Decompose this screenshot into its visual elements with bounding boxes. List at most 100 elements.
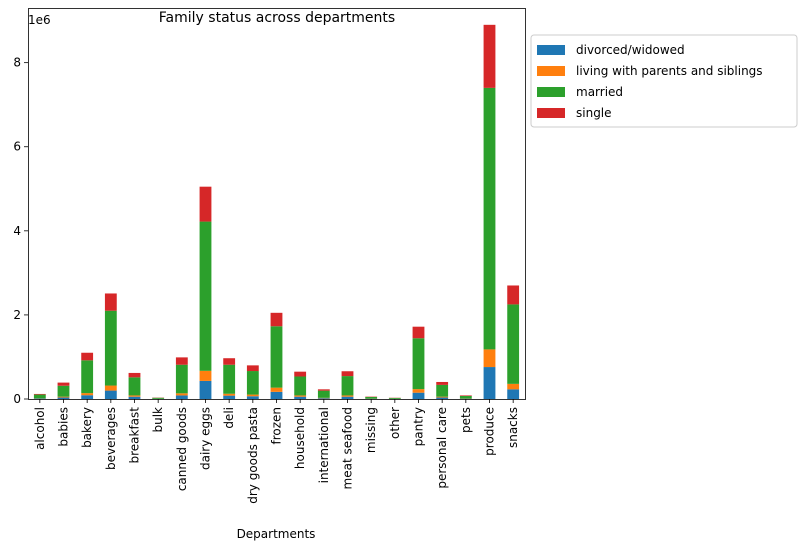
bar-segment-alcohol-2 [33, 394, 46, 399]
bar-segment-canned-goods-0 [175, 395, 188, 399]
bar-segment-frozen-0 [270, 391, 283, 399]
bar-segment-snacks-0 [507, 389, 520, 399]
bar-segment-deli-3 [223, 358, 236, 365]
bar-segment-dry-goods-pasta-1 [246, 394, 259, 397]
bar-segment-personal-care-2 [436, 384, 449, 397]
legend-label: living with parents and siblings [576, 64, 763, 78]
y-tick-label: 2 [13, 308, 21, 322]
x-tick-label: dairy eggs [199, 407, 213, 470]
legend-label: divorced/widowed [576, 43, 685, 57]
bar-segment-meat-seafood-2 [341, 376, 354, 396]
bar-segment-beverages-2 [104, 310, 117, 386]
legend-swatch [537, 45, 565, 55]
bar-segment-pantry-1 [412, 389, 425, 393]
bar-segment-dry-goods-pasta-3 [246, 365, 259, 372]
bar-segment-bakery-1 [81, 393, 94, 396]
y-axis: 0 2 4 6 8 [13, 56, 28, 406]
x-axis: alcohol babies bakery beverages breakfast bul… [33, 399, 520, 504]
y-tick-label: 0 [13, 392, 21, 406]
bar-segment-dry-goods-pasta-2 [246, 371, 259, 395]
bar-segment-beverages-0 [104, 390, 117, 399]
bar-segment-dairy-eggs-2 [199, 221, 212, 371]
bar-segment-beverages-1 [104, 385, 117, 391]
x-axis-label: Departments [237, 527, 316, 541]
bar-segment-pets-2 [459, 396, 472, 399]
legend-box [530, 34, 798, 128]
bar-segment-personal-care-0 [436, 397, 449, 399]
bar-segment-pantry-0 [412, 392, 425, 399]
x-tick-label: pets [459, 407, 473, 433]
bar-segment-snacks-3 [507, 285, 520, 305]
x-tick-label: frozen [270, 407, 284, 445]
bar-segment-bulk-2 [152, 397, 165, 399]
bar-segment-deli-1 [223, 393, 236, 396]
legend: divorced/widowed living with parents and … [530, 34, 798, 128]
y-tick-label: 4 [13, 224, 21, 238]
y-tick-label: 8 [13, 56, 21, 70]
bar-segment-breakfast-3 [128, 372, 141, 378]
x-tick-label: bulk [151, 407, 165, 433]
bar-segment-international-0 [317, 398, 330, 399]
bar-segment-other-2 [388, 397, 401, 399]
bar-segment-bakery-0 [81, 395, 94, 399]
bar-segment-dairy-eggs-1 [199, 370, 212, 381]
bar-segment-produce-0 [483, 367, 496, 399]
bar-segment-household-3 [294, 371, 307, 377]
bar-segment-meat-seafood-0 [341, 396, 354, 399]
bar-segment-babies-3 [57, 382, 70, 386]
bar-segment-meat-seafood-3 [341, 371, 354, 377]
bar-segment-canned-goods-2 [175, 364, 188, 394]
bar-segment-pets-3 [459, 395, 472, 397]
bar-segment-breakfast-0 [128, 396, 141, 399]
legend-swatch [537, 108, 565, 118]
bar-segment-snacks-1 [507, 383, 520, 390]
x-tick-label: babies [57, 407, 71, 447]
x-tick-label: deli [222, 407, 236, 429]
bar-segment-deli-0 [223, 395, 236, 399]
x-tick-label: dry goods pasta [246, 407, 260, 504]
x-tick-label: beverages [104, 407, 118, 470]
legend-swatch [537, 87, 565, 97]
bar-segment-dry-goods-pasta-0 [246, 396, 259, 399]
bar-segment-household-2 [294, 376, 307, 396]
x-tick-label: pantry [412, 407, 426, 446]
x-tick-label: alcohol [33, 407, 47, 450]
legend-label: married [576, 85, 623, 99]
plot-frame [28, 8, 526, 400]
bar-segment-breakfast-2 [128, 377, 141, 396]
bar-segment-frozen-2 [270, 326, 283, 388]
x-tick-label: personal care [435, 407, 449, 489]
bar-segment-dairy-eggs-0 [199, 380, 212, 399]
bar-segment-dairy-eggs-3 [199, 186, 212, 222]
x-tick-label: household [293, 407, 307, 469]
bar-segment-babies-0 [57, 397, 70, 399]
bar-segment-international-2 [317, 390, 330, 398]
legend-swatch [537, 66, 565, 76]
bar-segment-household-0 [294, 396, 307, 399]
bar-segment-canned-goods-1 [175, 393, 188, 396]
bar-segment-produce-1 [483, 349, 496, 368]
x-tick-label: international [317, 407, 331, 483]
bar-segment-personal-care-3 [436, 381, 449, 385]
bar-segment-personal-care-1 [436, 396, 449, 398]
bar-segment-international-3 [317, 389, 330, 391]
bar-segment-pantry-2 [412, 338, 425, 390]
bar-segment-deli-2 [223, 364, 236, 394]
bar-segment-babies-2 [57, 385, 70, 397]
x-tick-label: produce [483, 407, 497, 456]
x-tick-label: canned goods [175, 407, 189, 491]
bar-segment-missing-2 [365, 396, 378, 399]
chart-title: Family status across departments [159, 10, 395, 26]
bar-segment-beverages-3 [104, 293, 117, 311]
bar-segment-alcohol-3 [33, 393, 46, 395]
bars-layer [33, 24, 520, 399]
bar-segment-babies-1 [57, 396, 70, 398]
x-tick-label: snacks [506, 407, 520, 448]
bar-segment-bakery-3 [81, 352, 94, 361]
bar-segment-pantry-3 [412, 326, 425, 339]
x-tick-label: breakfast [128, 407, 142, 464]
legend-label: single [576, 106, 612, 120]
x-tick-label: meat seafood [341, 407, 355, 489]
bar-segment-frozen-1 [270, 387, 283, 392]
